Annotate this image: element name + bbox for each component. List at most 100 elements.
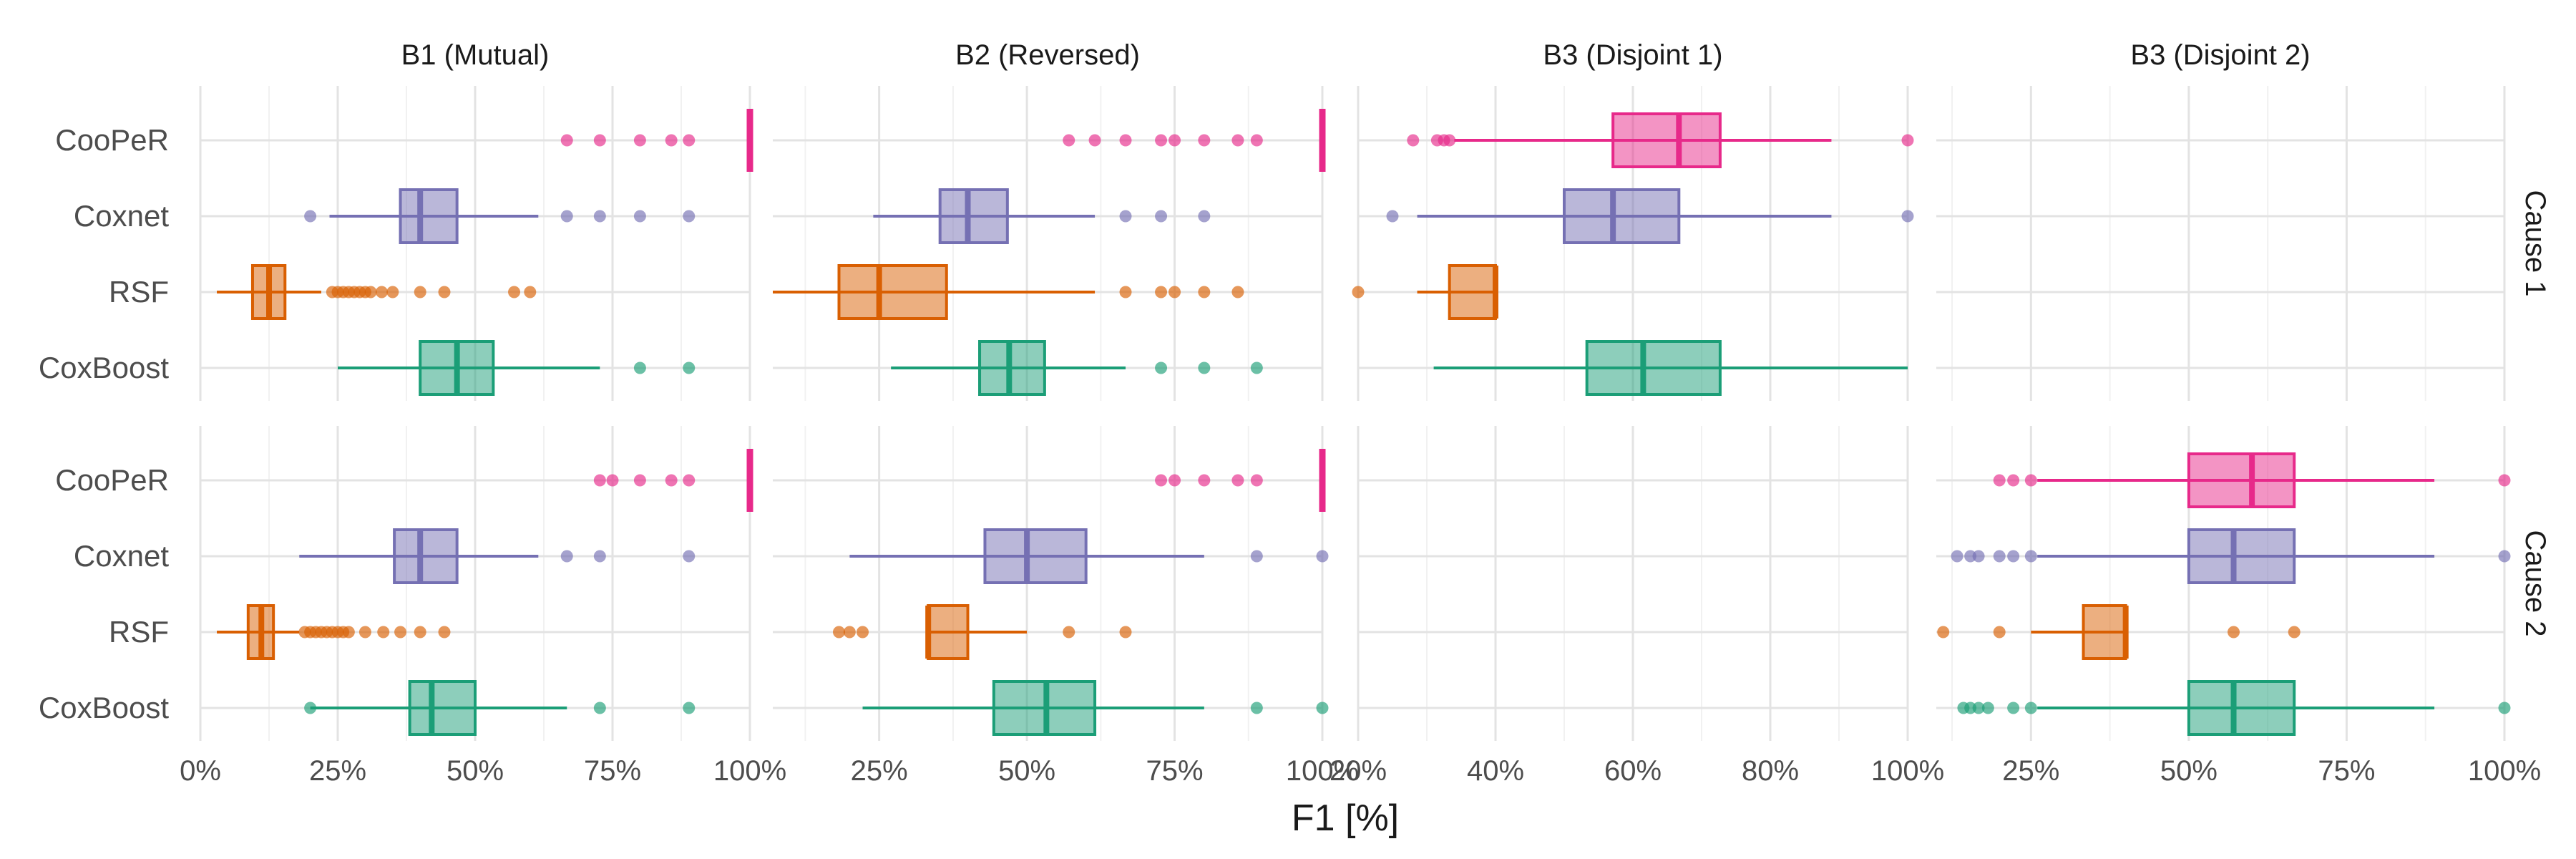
grid-layer (199, 86, 2506, 741)
boxplot-coxnet (1386, 188, 1914, 244)
outlier-point (1169, 286, 1181, 299)
outlier-point (1352, 286, 1365, 299)
box (1585, 340, 1722, 396)
boxplot-rsf (217, 264, 537, 320)
boxplot-coxboost (338, 340, 696, 396)
outlier-point (304, 702, 317, 714)
box (837, 264, 948, 320)
boxplot-coxnet (873, 188, 1211, 244)
outlier-point (342, 626, 355, 639)
boxplot-cooper (1063, 109, 1326, 172)
outlier-point (1901, 134, 1914, 147)
box (1448, 264, 1498, 320)
x-tick-label: 50% (2160, 755, 2218, 787)
outlier-point (1119, 626, 1132, 639)
outlier-point (1198, 210, 1211, 223)
boxplot-coxnet (849, 528, 1329, 584)
outlier-point (560, 550, 573, 563)
boxplot-rsf (1352, 264, 1498, 320)
outlier-point (1443, 134, 1456, 147)
outlier-point (364, 286, 377, 299)
outlier-point (1901, 210, 1914, 223)
x-tick-label: 100% (713, 755, 786, 787)
outlier-point (2024, 550, 2037, 563)
outlier-point (414, 626, 426, 639)
x-tick-label: 100% (1286, 755, 1359, 787)
x-tick-label: 100% (2468, 755, 2541, 787)
outlier-point (665, 474, 678, 487)
outlier-point (1155, 361, 1168, 374)
outlier-point (1155, 210, 1168, 223)
box (983, 528, 1088, 584)
x-tick-label: 75% (2318, 755, 2375, 787)
x-tick-label: 100% (1871, 755, 1944, 787)
outlier-point (386, 286, 399, 299)
outlier-point (1993, 626, 2006, 639)
x-tick-label: 50% (998, 755, 1055, 787)
x-tick-label: 0% (180, 755, 221, 787)
box (1563, 188, 1681, 244)
box (408, 680, 477, 736)
outlier-point (633, 361, 646, 374)
outlier-point (560, 210, 573, 223)
outlier-point (1169, 474, 1181, 487)
text-layer: B1 (Mutual) B2 (Reversed) B3 (Disjoint 1) B… (39, 39, 2551, 839)
outlier-point (304, 210, 317, 223)
outlier-point (1981, 702, 1994, 714)
x-tick-label: 60% (1604, 755, 1662, 787)
category-label: CooPeR (55, 123, 169, 157)
boxplot-coxboost (1957, 680, 2511, 736)
outlier-point (683, 134, 696, 147)
outlier-point (633, 210, 646, 223)
outlier-point (508, 286, 521, 299)
outlier-point (1119, 286, 1132, 299)
outlier-point (377, 626, 390, 639)
outlier-point (1198, 474, 1211, 487)
outlier-point (2498, 474, 2511, 487)
outlier-point (1231, 474, 1244, 487)
outlier-point (1250, 550, 1263, 563)
box (938, 188, 1009, 244)
outlier-point (414, 286, 426, 299)
box (2187, 528, 2296, 584)
row-strip-label: Cause 1 (2519, 190, 2551, 297)
outlier-point (1386, 210, 1399, 223)
box (399, 188, 459, 244)
category-label: CoxBoost (39, 351, 169, 384)
boxplot-coxboost (862, 680, 1329, 736)
x-tick-label: 50% (447, 755, 504, 787)
outlier-point (843, 626, 856, 639)
boxplot-cooper (1155, 449, 1326, 512)
outlier-point (2288, 626, 2301, 639)
outlier-point (633, 474, 646, 487)
outlier-point (683, 210, 696, 223)
outlier-point (857, 626, 869, 639)
boxplot-rsf (773, 264, 1244, 320)
outlier-point (1407, 134, 1420, 147)
outlier-point (1198, 361, 1211, 374)
outlier-point (1937, 626, 1950, 639)
outlier-point (1119, 134, 1132, 147)
outlier-point (1119, 210, 1132, 223)
outlier-point (2228, 626, 2240, 639)
outlier-point (2007, 702, 2020, 714)
outlier-point (2498, 550, 2511, 563)
outlier-point (1155, 286, 1168, 299)
outlier-point (593, 550, 606, 563)
boxplot-cooper (1993, 452, 2511, 508)
outlier-point (1972, 702, 1985, 714)
facet-title: B2 (Reversed) (955, 39, 1140, 71)
x-tick-label: 40% (1467, 755, 1524, 787)
outlier-point (606, 474, 619, 487)
outlier-point (683, 474, 696, 487)
boxplot-coxnet (304, 188, 696, 244)
x-tick-label: 20% (1330, 755, 1387, 787)
outlier-point (593, 210, 606, 223)
facet-title: B3 (Disjoint 1) (1543, 39, 1722, 71)
x-tick-label: 75% (1146, 755, 1204, 787)
outlier-point (1951, 550, 1963, 563)
outlier-point (1250, 702, 1263, 714)
outlier-point (1316, 702, 1329, 714)
boxplot-cooper (593, 449, 753, 512)
outlier-point (1231, 134, 1244, 147)
